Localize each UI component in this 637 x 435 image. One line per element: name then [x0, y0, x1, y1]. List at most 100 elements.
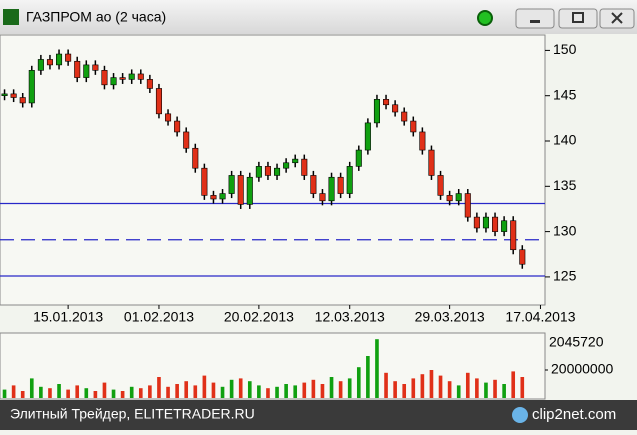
candle-body	[146, 79, 153, 89]
candle-body	[192, 147, 199, 169]
candle-body	[392, 104, 399, 113]
candle-body	[519, 249, 526, 265]
candle-body	[419, 131, 426, 151]
volume-bar	[148, 385, 152, 398]
candle-body	[65, 53, 72, 62]
volume-bar	[356, 367, 361, 398]
volume-bar	[66, 389, 70, 398]
volume-bar	[129, 386, 134, 398]
status-indicator	[477, 10, 493, 26]
window-title: ГАЗПРОМ ао (2 часа)	[26, 9, 166, 25]
x-tick-label: 12.03.2013	[315, 309, 385, 325]
candle-body	[437, 175, 444, 196]
y-tick-label: 135	[553, 177, 577, 193]
candle-body	[373, 99, 380, 124]
candle-body	[492, 216, 499, 232]
candle-body	[37, 59, 44, 71]
candle-body	[364, 122, 371, 151]
volume-bar	[166, 386, 170, 398]
volume-bar	[411, 378, 416, 398]
candle-body	[328, 176, 335, 202]
volume-bar	[120, 391, 125, 398]
maximize-button[interactable]	[558, 8, 598, 29]
volume-bar	[375, 339, 379, 398]
y-tick-label: 140	[553, 132, 577, 148]
y-tick-label: 130	[553, 222, 577, 238]
candle-body	[46, 59, 53, 66]
candle-body	[510, 220, 517, 251]
candle-body	[56, 53, 63, 66]
plot-layer: 125 130 135 140 145 150 15.01.2013 01.02.2013 20…	[0, 41, 614, 398]
candle-body	[401, 111, 408, 122]
volume-bar	[257, 385, 261, 398]
volume-bar	[111, 389, 116, 398]
candle-body	[473, 216, 480, 229]
minimize-icon	[530, 20, 540, 23]
volume-bar	[202, 375, 207, 398]
logo-icon	[512, 407, 528, 423]
footer-logo: clip2net.com	[532, 406, 616, 423]
candle-body	[201, 167, 208, 196]
volume-bar	[502, 384, 506, 398]
candle-body	[110, 77, 117, 86]
volume-bar	[57, 384, 61, 398]
volume-bar	[338, 381, 343, 398]
candle-body	[464, 193, 471, 218]
volume-bar	[11, 385, 16, 398]
volume-bar	[20, 391, 25, 398]
x-tick-label: 01.02.2013	[124, 309, 194, 325]
volume-bar	[366, 356, 370, 398]
volume-bar	[193, 385, 198, 398]
candle-body	[1, 93, 8, 97]
volume-bar	[384, 372, 388, 398]
candle-body	[292, 158, 299, 164]
volume-bar	[138, 388, 143, 398]
volume-bar	[2, 389, 7, 398]
volume-max-label: 2045720	[549, 334, 604, 350]
candle-body	[346, 166, 353, 194]
price-panel	[0, 34, 546, 306]
candle-body	[337, 176, 344, 194]
candle-body	[92, 64, 99, 71]
volume-bar	[93, 391, 98, 398]
x-tick-label: 15.01.2013	[33, 309, 103, 325]
volume-bar	[293, 385, 298, 398]
minimize-button[interactable]	[515, 8, 555, 29]
candle-body	[137, 73, 144, 80]
volume-bar	[39, 386, 43, 398]
candle-body	[183, 131, 190, 149]
volume-panel	[0, 332, 546, 400]
x-tick-label: 17.04.2013	[505, 309, 575, 325]
candle-body	[455, 193, 462, 202]
volume-bar	[465, 372, 470, 398]
candle-body	[83, 64, 90, 78]
volume-bar	[320, 384, 325, 398]
volume-bar	[229, 379, 234, 398]
candle-body	[19, 97, 26, 104]
volume-bar	[420, 374, 425, 398]
volume-bar	[438, 375, 443, 398]
volume-bar	[220, 386, 225, 398]
candle-body	[310, 175, 317, 194]
volume-bar	[75, 385, 80, 398]
candle-body	[228, 175, 235, 194]
candle-body	[246, 176, 253, 205]
candle-body	[482, 216, 489, 229]
candle-body	[74, 60, 81, 78]
volume-bar	[238, 378, 243, 398]
candle-body	[383, 99, 390, 106]
volume-bar	[475, 378, 479, 398]
volume-bar	[484, 382, 488, 398]
app-icon	[3, 9, 19, 25]
candle-body	[319, 193, 326, 202]
close-icon	[611, 12, 623, 24]
y-tick-label: 125	[553, 268, 577, 284]
candle-body	[165, 113, 172, 122]
volume-bar	[520, 377, 525, 398]
y-tick-label: 145	[553, 86, 577, 102]
volume-bar	[184, 381, 189, 398]
volume-bar	[447, 381, 452, 398]
candle-body	[355, 149, 362, 167]
volume-bar	[302, 382, 307, 398]
volume-bar	[493, 379, 497, 398]
